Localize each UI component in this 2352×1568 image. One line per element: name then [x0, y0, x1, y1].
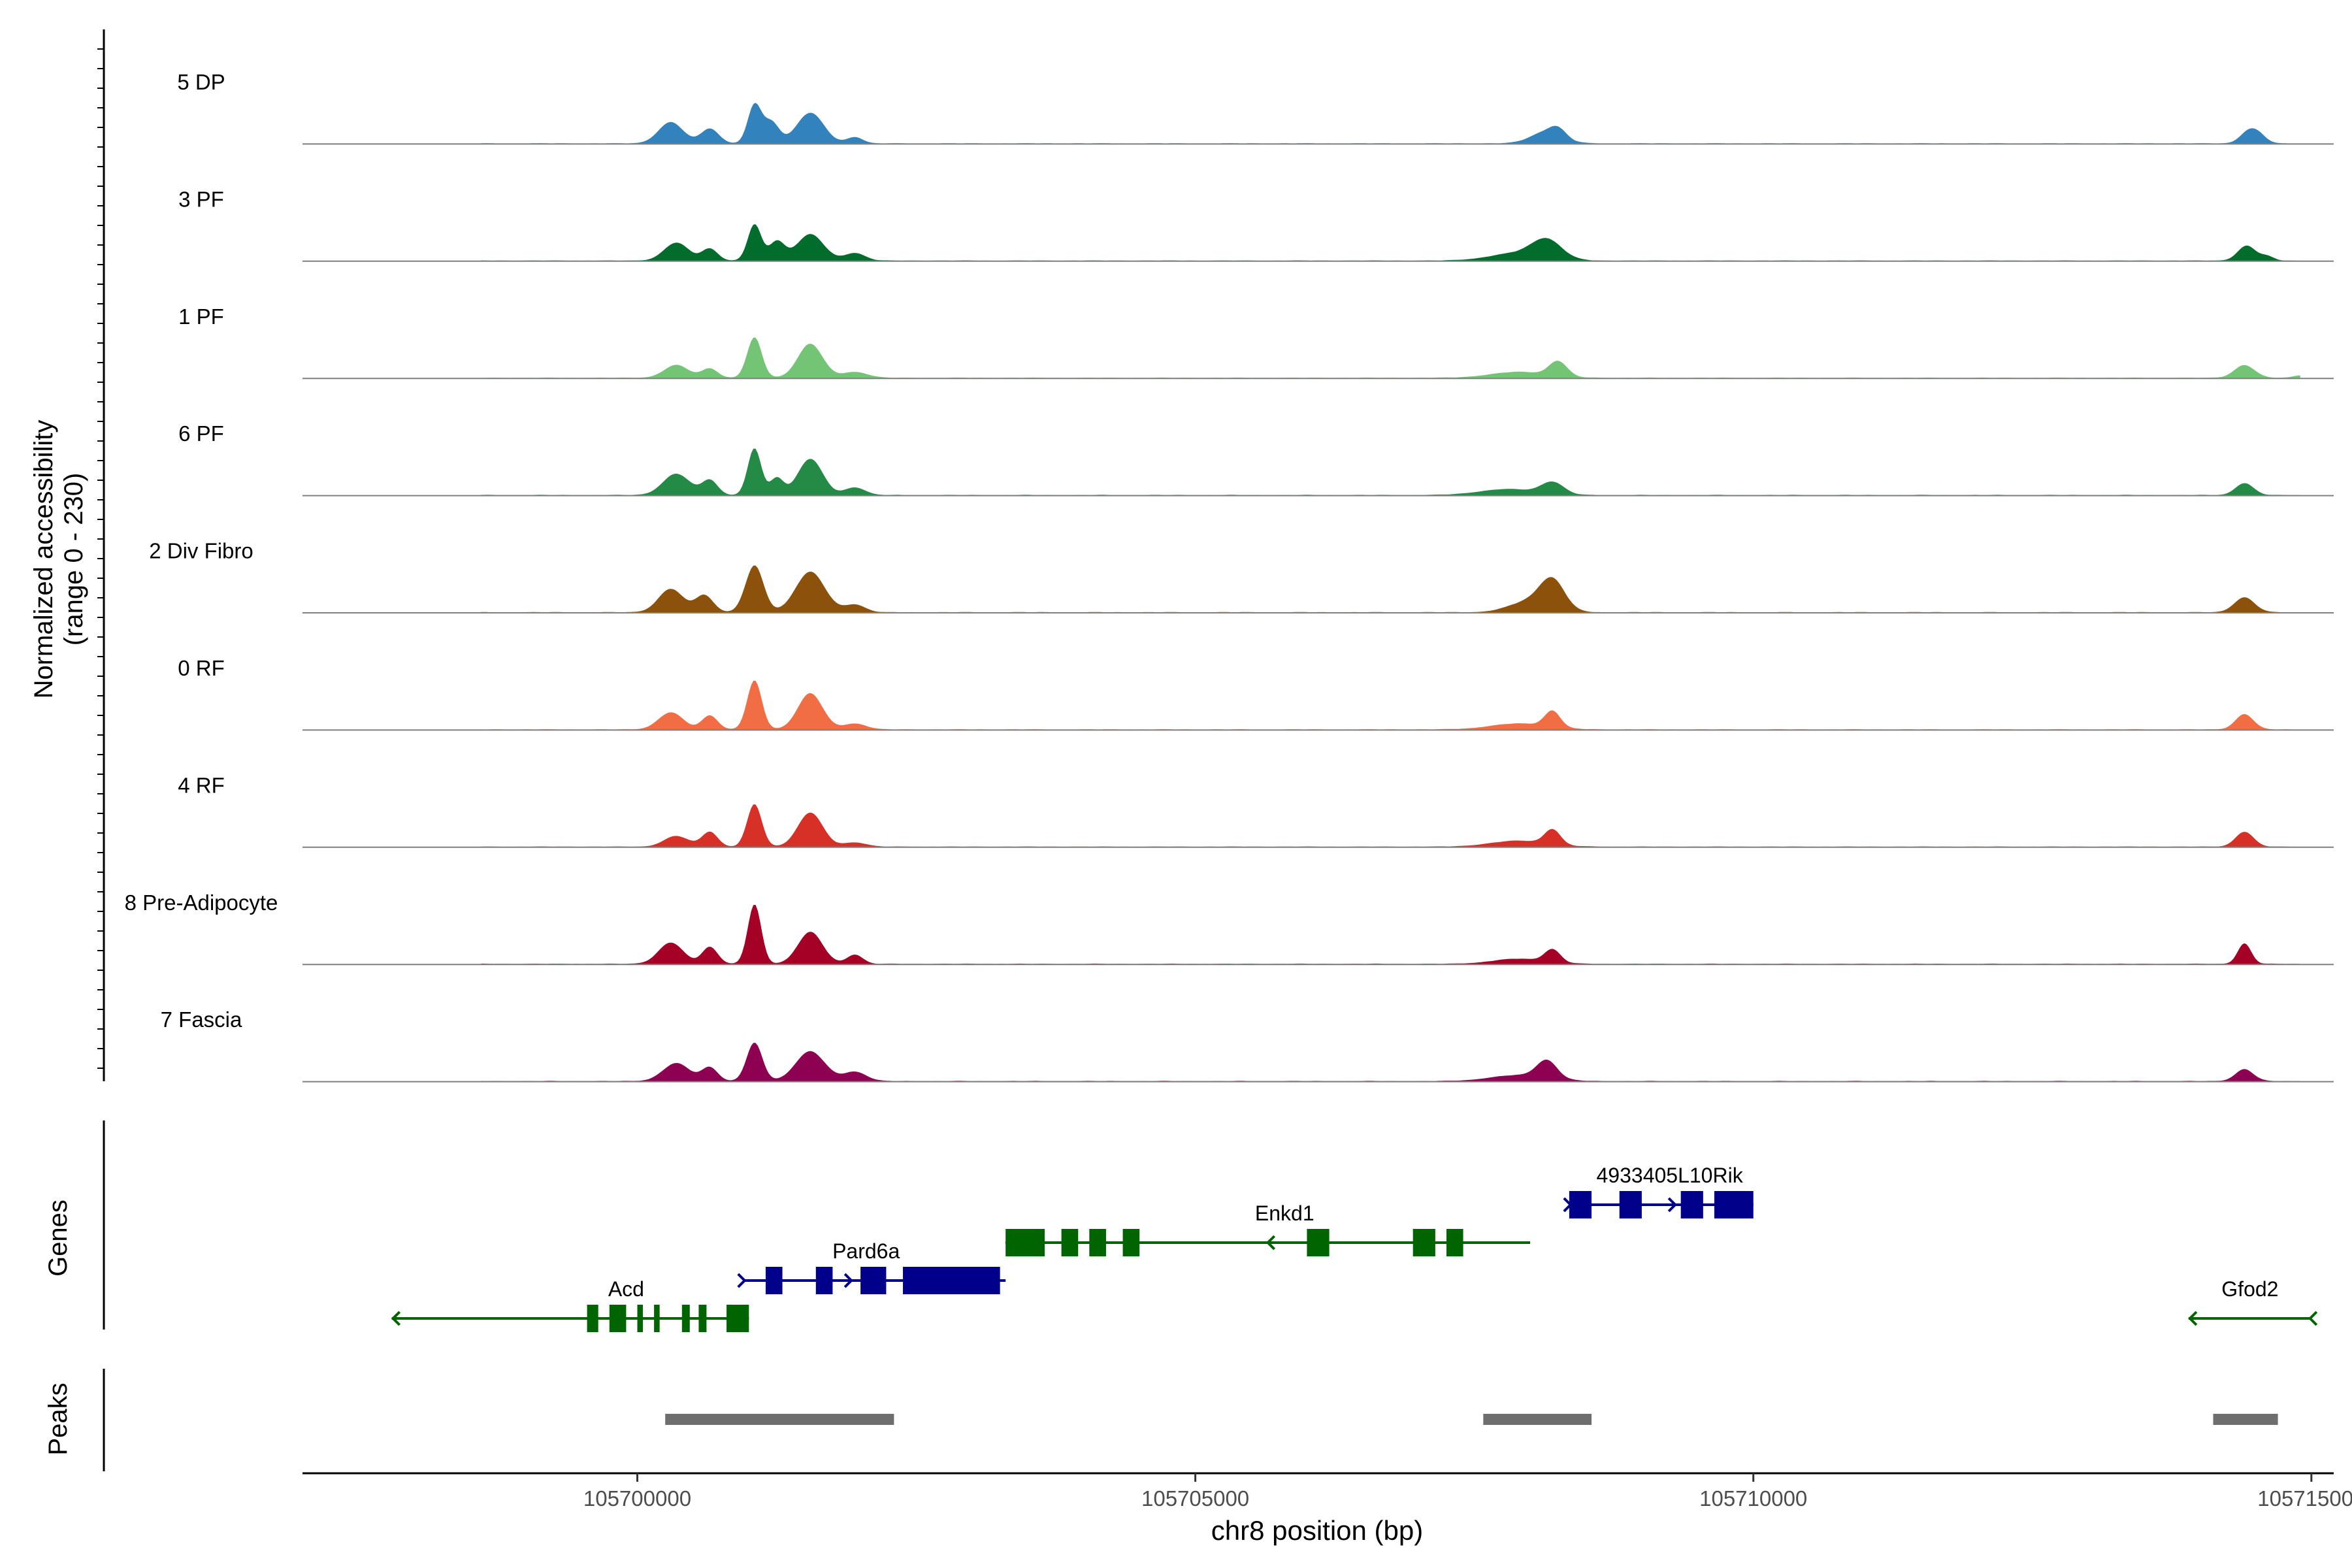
- gene-label: Pard6a: [832, 1239, 900, 1263]
- peak-region: [2213, 1414, 2278, 1425]
- x-tick-label: 105700000: [583, 1486, 691, 1511]
- y-axis-title-line1: Normalized accessibility: [29, 420, 58, 699]
- gene-exon: [698, 1305, 707, 1332]
- gene-exon: [815, 1267, 833, 1294]
- gene-exon: [654, 1305, 660, 1332]
- track-6: 4 RF: [178, 773, 2334, 848]
- coverage-area: [481, 565, 2300, 613]
- x-axis-title: chr8 position (bp): [1211, 1515, 1424, 1546]
- x-tick-label: 105705000: [1141, 1486, 1249, 1511]
- track-2: 1 PF: [178, 304, 2334, 380]
- gene-acd: Acd: [391, 1277, 749, 1332]
- coverage-area: [481, 448, 2300, 496]
- x-tick-label: 105715000: [2257, 1486, 2352, 1511]
- track-7: 8 Pre-Adipocyte: [125, 890, 2334, 966]
- gene-exon: [1714, 1191, 1754, 1218]
- gene-exon: [765, 1267, 783, 1294]
- coverage-area: [481, 681, 2300, 730]
- gene-exon: [1307, 1229, 1330, 1256]
- gene-gfod2: Gfod2: [2188, 1277, 2318, 1326]
- gene-strand-arrow: [1266, 1235, 1276, 1250]
- gene-4933405l10rik: 4933405L10Rik: [1563, 1164, 1754, 1218]
- coverage-area: [481, 1043, 2300, 1082]
- y-axis-title-line2: (range 0 - 230): [59, 473, 88, 646]
- peaks-panel-title: Peaks: [44, 1382, 73, 1455]
- gene-exon: [1061, 1229, 1079, 1256]
- gene-label: 4933405L10Rik: [1597, 1164, 1744, 1187]
- coverage-area: [481, 905, 2300, 965]
- peak-region: [1483, 1414, 1592, 1425]
- track-label: 4 RF: [178, 773, 225, 797]
- track-label: 1 PF: [178, 304, 224, 329]
- gene-strand-arrow: [2188, 1311, 2198, 1326]
- track-1: 3 PF: [178, 187, 2334, 262]
- genes-panel-title: Genes: [44, 1200, 73, 1277]
- gene-exon: [1680, 1191, 1703, 1218]
- gene-strand-arrow: [2308, 1311, 2318, 1326]
- gene-exon: [1413, 1229, 1435, 1256]
- gene-label: Enkd1: [1255, 1201, 1315, 1225]
- gene-strand-arrow: [1667, 1197, 1677, 1213]
- gene-exon: [1122, 1229, 1140, 1256]
- coverage-area: [481, 224, 2300, 261]
- gene-exon: [587, 1305, 598, 1332]
- track-8: 7 Fascia: [161, 1007, 2334, 1083]
- track-label: 8 Pre-Adipocyte: [125, 890, 278, 915]
- coverage-area: [481, 337, 2300, 379]
- gene-exon: [727, 1305, 749, 1332]
- gene-label: Acd: [608, 1277, 644, 1301]
- track-label: 6 PF: [178, 421, 224, 446]
- track-label: 5 DP: [177, 70, 225, 94]
- gene-label: Gfod2: [2221, 1277, 2278, 1301]
- gene-exon: [1089, 1229, 1106, 1256]
- track-label: 2 Div Fibro: [149, 539, 253, 563]
- track-4: 2 Div Fibro: [149, 539, 2334, 613]
- gene-exon: [637, 1305, 644, 1332]
- gene-exon: [1446, 1229, 1463, 1256]
- track-0: 5 DP: [177, 70, 2334, 145]
- gene-enkd1: Enkd1: [1005, 1201, 1531, 1256]
- track-label: 3 PF: [178, 187, 224, 211]
- gene-pard6a: Pard6a: [737, 1239, 1006, 1294]
- gene-exon: [1619, 1191, 1642, 1218]
- coverage-area: [481, 103, 2300, 144]
- track-label: 0 RF: [178, 656, 225, 680]
- gene-strand-arrow: [843, 1273, 853, 1288]
- gene-exon: [1569, 1191, 1592, 1218]
- x-tick-label: 105710000: [1699, 1486, 1807, 1511]
- gene-exon: [609, 1305, 627, 1332]
- peak-region: [665, 1414, 894, 1425]
- gene-exon: [860, 1267, 887, 1294]
- coverage-area: [481, 804, 2300, 847]
- gene-strand-arrow: [391, 1311, 401, 1326]
- track-label: 7 Fascia: [161, 1007, 242, 1032]
- gene-strand-arrow: [737, 1273, 747, 1288]
- track-5: 0 RF: [178, 656, 2334, 731]
- track-3: 6 PF: [178, 421, 2334, 497]
- gene-exon: [1005, 1229, 1045, 1256]
- gene-exon: [681, 1305, 690, 1332]
- gene-exon: [903, 1267, 1000, 1294]
